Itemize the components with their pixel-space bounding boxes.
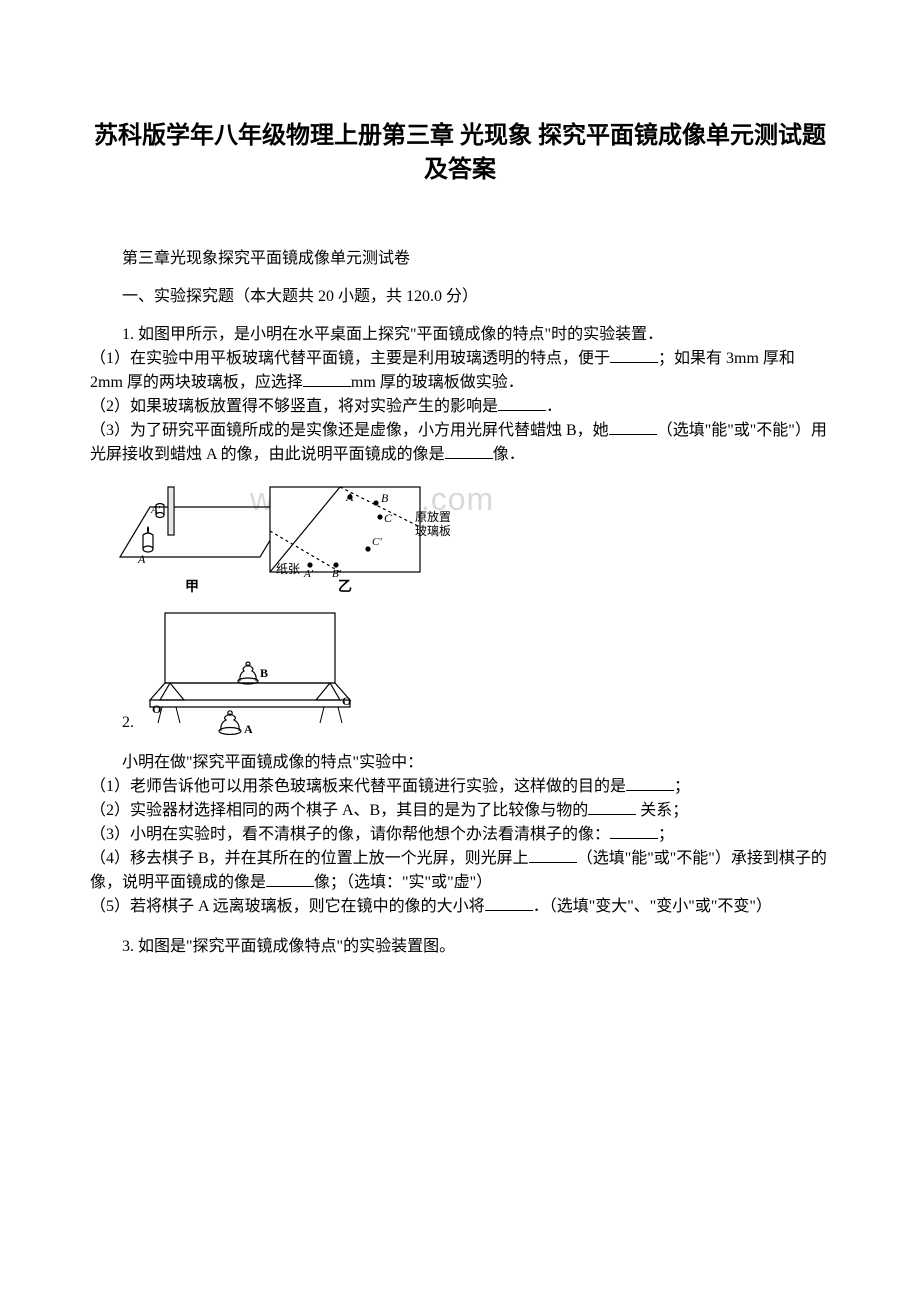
q2-p2-b: 关系； — [636, 802, 688, 819]
label-yi: 乙 — [338, 579, 352, 595]
q2-p4-c: 像；（选填："实"或"虚"） — [314, 874, 492, 891]
section-header: 第三章光现象探究平面镜成像单元测试卷 — [90, 247, 830, 271]
label-C-yi: C — [384, 511, 393, 525]
question-2: 小明在做"探究平面镜成像的特点"实验中： （1）老师告诉他可以用茶色玻璃板来代替… — [90, 751, 830, 919]
q2-p1-a: （1）老师告诉他可以用茶色玻璃板来代替平面镜进行实验，这样做的目的是 — [90, 778, 626, 795]
blank — [626, 775, 674, 791]
q2-part4: （4）移去棋子 B，并在其所在的位置上放一个光屏，则光屏上（选填"能"或"不能"… — [90, 847, 830, 895]
label-Bpl: B' — [332, 568, 342, 580]
label-A2: A — [244, 722, 253, 735]
q1-intro: 1. 如图甲所示，是小明在水平桌面上探究"平面镜成像的特点"时的实验装置． — [90, 323, 830, 347]
q1-part2: （2）如果玻璃板放置得不够竖直，将对实验产生的影响是 ． — [90, 395, 830, 419]
blank — [498, 395, 546, 411]
question-1: 1. 如图甲所示，是小明在水平桌面上探究"平面镜成像的特点"时的实验装置． （1… — [90, 323, 830, 735]
label-glass1: 原放置 — [415, 509, 450, 524]
q2-p3-b: ； — [658, 826, 674, 843]
q2-number: 2. — [90, 711, 134, 735]
label-Ap: A' — [150, 504, 161, 516]
q1-p1-c: mm 厚的玻璃板做实验． — [351, 374, 524, 391]
q2-p1-b: ； — [674, 778, 690, 795]
q1-p1-a: （1）在实验中用平板玻璃代替平面镜，主要是利用玻璃透明的特点，便于 — [90, 350, 610, 367]
figure-row-1: A A' 甲 A B C — [90, 467, 830, 605]
q1-p3-c: 像． — [493, 446, 525, 463]
blank — [610, 823, 658, 839]
q2-part5: （5）若将棋子 A 远离玻璃板，则它在镜中的像的大小将 ．（选填"变大"、"变小"… — [90, 895, 830, 919]
blank — [485, 895, 533, 911]
blank — [445, 443, 493, 459]
label-paper: 纸张 — [276, 562, 300, 576]
question-3: 3. 如图是"探究平面镜成像特点"的实验装置图。 — [90, 935, 830, 959]
q2-intro: 小明在做"探究平面镜成像的特点"实验中： — [90, 751, 830, 775]
label-Apl: A' — [303, 568, 314, 580]
q1-part1: （1）在实验中用平板玻璃代替平面镜，主要是利用玻璃透明的特点，便于；如果有 3m… — [90, 347, 830, 395]
label-O-left: O — [152, 702, 161, 716]
label-A: A — [137, 552, 146, 566]
label-jia: 甲 — [185, 579, 199, 595]
blank — [610, 347, 658, 363]
label-B2: B — [260, 666, 268, 680]
label-A-yi: A — [345, 490, 354, 504]
blank — [609, 419, 657, 435]
label-B-yi: B — [381, 491, 389, 505]
blank — [266, 871, 314, 887]
q1-p3-a: （3）为了研究平面镜所成的是实像还是虚像，小方用光屏代替蜡烛 B，她 — [90, 422, 609, 439]
subsection-header: 一、实验探究题（本大题共 20 小题，共 120.0 分） — [90, 285, 830, 309]
document-title: 苏科版学年八年级物理上册第三章 光现象 探究平面镜成像单元测试题及答案 — [90, 120, 830, 187]
blank — [529, 847, 577, 863]
q1-figure-jia-yi: A A' 甲 A B C — [90, 467, 450, 597]
q2-p3-a: （3）小明在实验时，看不清棋子的像，请你帮他想个办法看清棋子的像： — [90, 826, 610, 843]
q2-p5-b: ．（选填"变大"、"变小"或"不变"） — [533, 898, 772, 915]
q3-intro: 3. 如图是"探究平面镜成像特点"的实验装置图。 — [90, 935, 830, 959]
q1-part3: （3）为了研究平面镜所成的是实像还是虚像，小方用光屏代替蜡烛 B，她（选填"能"… — [90, 419, 830, 467]
blank — [303, 371, 351, 387]
blank — [588, 799, 636, 815]
q2-part2: （2）实验器材选择相同的两个棋子 A、B，其目的是为了比较像与物的 关系； — [90, 799, 830, 823]
q2-p2-a: （2）实验器材选择相同的两个棋子 A、B，其目的是为了比较像与物的 — [90, 802, 588, 819]
q2-part1: （1）老师告诉他可以用茶色玻璃板来代替平面镜进行实验，这样做的目的是 ； — [90, 775, 830, 799]
label-glass2: 玻璃板处 — [415, 524, 450, 538]
q2-p4-a: （4）移去棋子 B，并在其所在的位置上放一个光屏，则光屏上 — [90, 850, 529, 867]
q1-p2-a: （2）如果玻璃板放置得不够竖直，将对实验产生的影响是 — [90, 398, 498, 415]
q1-figure-2: B A O O — [140, 605, 360, 735]
label-Cpl: C' — [372, 536, 382, 548]
label-O-right: O — [342, 694, 351, 708]
q2-p5-a: （5）若将棋子 A 远离玻璃板，则它在镜中的像的大小将 — [90, 898, 485, 915]
q1-p2-b: ． — [546, 398, 562, 415]
q2-part3: （3）小明在实验时，看不清棋子的像，请你帮他想个办法看清棋子的像： ； — [90, 823, 830, 847]
